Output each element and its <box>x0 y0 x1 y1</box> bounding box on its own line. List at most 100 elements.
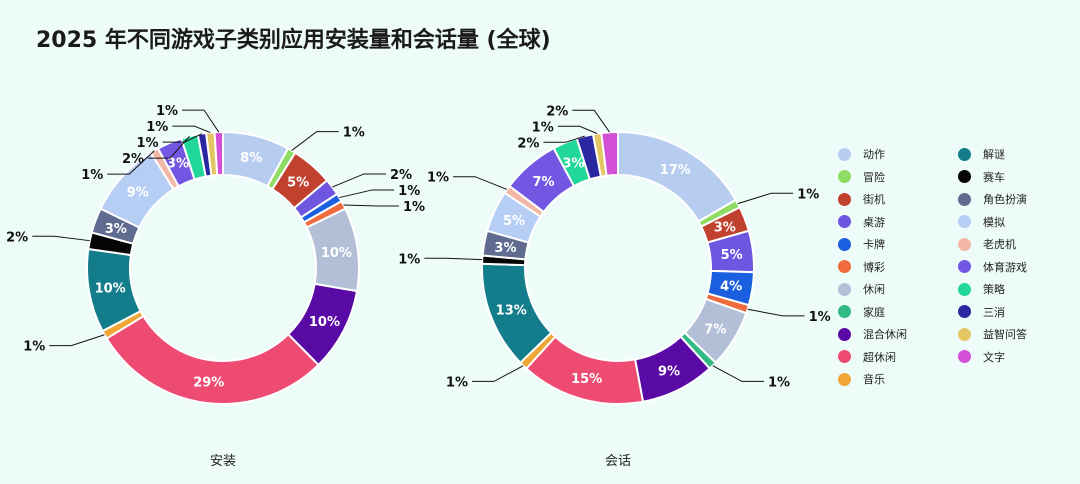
legend-label: 模拟 <box>983 215 1005 229</box>
callout-label-1-19: 1% <box>532 120 554 135</box>
callout-line-1-7 <box>712 365 764 382</box>
legend-item: 体育游戏 <box>958 259 1027 275</box>
legend-item: 卡牌 <box>838 236 885 252</box>
slice-label-1-11: 13% <box>496 303 527 318</box>
slice-label-1-8: 9% <box>658 364 680 379</box>
legend-label: 文字 <box>983 350 1005 364</box>
legend-label: 音乐 <box>863 373 885 386</box>
callout-label-1-20: 2% <box>546 104 568 119</box>
legend-label: 角色扮演 <box>983 193 1027 206</box>
slice-label-1-6: 7% <box>704 322 726 337</box>
slice-label-0-7: 10% <box>309 315 340 330</box>
legend-label: 策略 <box>983 283 1005 296</box>
legend-item: 休闲 <box>838 281 885 297</box>
callout-line-0-14 <box>107 150 155 175</box>
callout-label-1-7: 1% <box>768 375 790 390</box>
legend-swatch <box>958 170 971 183</box>
callout-line-0-5 <box>343 204 399 207</box>
slice-label-0-8: 29% <box>193 376 224 391</box>
chart-title: 2025 年不同游戏子类别应用安装量和会话量 (全球) <box>36 28 551 53</box>
legend-item: 家庭 <box>838 304 885 320</box>
legend-swatch <box>958 147 971 161</box>
callout-label-0-14: 1% <box>81 168 103 183</box>
legend-swatch <box>838 237 851 251</box>
legend-item: 博彩 <box>838 259 885 275</box>
legend-swatch <box>838 282 851 296</box>
legend-swatch <box>958 350 971 363</box>
slice-label-1-9: 15% <box>571 372 602 387</box>
callout-line-0-11 <box>32 235 90 242</box>
legend-item: 老虎机 <box>958 236 1016 252</box>
slice-label-0-6: 10% <box>321 246 352 261</box>
callout-label-0-19: 1% <box>156 104 178 119</box>
legend-item: 文字 <box>958 349 1005 365</box>
legend-swatch <box>958 327 971 341</box>
legend-item: 解谜 <box>958 146 1005 162</box>
callout-label-0-9: 1% <box>23 340 45 355</box>
legend-label: 混合休闲 <box>863 328 907 341</box>
legend-swatch <box>958 305 971 318</box>
callout-line-1-12 <box>424 257 483 261</box>
callout-line-0-19 <box>182 109 220 133</box>
legend-item: 桌游 <box>838 214 885 230</box>
callout-label-0-3: 2% <box>390 168 412 183</box>
legend-swatch <box>838 215 851 228</box>
legend-swatch <box>958 215 971 228</box>
legend-swatch <box>838 305 851 318</box>
callout-line-0-4 <box>339 189 395 199</box>
legend-swatch <box>838 192 851 206</box>
slice-0-8 <box>105 314 320 405</box>
legend-swatch <box>838 327 851 341</box>
legend-item: 动作 <box>838 146 885 162</box>
legend-swatch <box>838 372 851 386</box>
legend-label: 休闲 <box>863 283 885 296</box>
slice-label-0-10: 10% <box>95 281 126 296</box>
callout-line-1-5 <box>747 308 805 317</box>
callout-label-0-5: 1% <box>403 200 425 215</box>
legend-swatch <box>838 350 851 363</box>
slice-label-1-3: 5% <box>721 248 743 263</box>
callout-label-0-4: 1% <box>398 184 420 199</box>
callout-line-0-16 <box>148 135 190 159</box>
legend-swatch <box>958 237 971 251</box>
slice-label-0-12: 3% <box>105 222 127 237</box>
slice-0-19 <box>213 130 224 177</box>
legend-label: 动作 <box>863 148 885 161</box>
legend-item: 模拟 <box>958 214 1005 230</box>
legend-label: 赛车 <box>983 170 1005 184</box>
legend-label: 超休闲 <box>863 350 896 364</box>
slice-label-1-2: 3% <box>714 221 736 236</box>
slice-label-0-2: 5% <box>287 176 309 191</box>
callout-line-1-15 <box>453 176 508 190</box>
slice-label-1-17: 3% <box>562 157 584 172</box>
callout-label-1-18: 2% <box>517 136 539 151</box>
slice-label-0-13: 9% <box>127 186 149 201</box>
legend-item: 混合休闲 <box>838 326 907 342</box>
legend-label: 博彩 <box>863 260 885 274</box>
legend-item: 音乐 <box>838 371 885 387</box>
legend-label: 体育游戏 <box>983 260 1027 274</box>
callout-line-1-20 <box>572 109 611 133</box>
series-caption-0: 安装 <box>210 454 236 469</box>
legend-label: 卡牌 <box>863 238 885 251</box>
callout-line-1-10 <box>472 365 524 382</box>
slice-label-1-16: 7% <box>532 175 554 190</box>
slice-label-1-13: 3% <box>494 241 516 256</box>
legend-swatch <box>958 282 971 296</box>
callout-line-0-9 <box>49 334 105 347</box>
legend-label: 三消 <box>983 305 1005 319</box>
legend-label: 冒险 <box>863 170 885 184</box>
callout-label-1-15: 1% <box>427 171 449 186</box>
legend-swatch <box>838 260 851 273</box>
legend-label: 桌游 <box>863 215 885 229</box>
slice-label-1-0: 17% <box>660 163 691 178</box>
callout-line-1-1 <box>737 192 794 205</box>
callout-label-1-12: 1% <box>398 252 420 267</box>
callout-line-1-18 <box>543 135 585 143</box>
legend-label: 解谜 <box>983 148 1005 161</box>
legend-label: 老虎机 <box>983 238 1016 251</box>
legend-item: 三消 <box>958 304 1005 320</box>
series-caption-1: 会话 <box>605 454 631 469</box>
legend-item: 角色扮演 <box>958 191 1027 207</box>
